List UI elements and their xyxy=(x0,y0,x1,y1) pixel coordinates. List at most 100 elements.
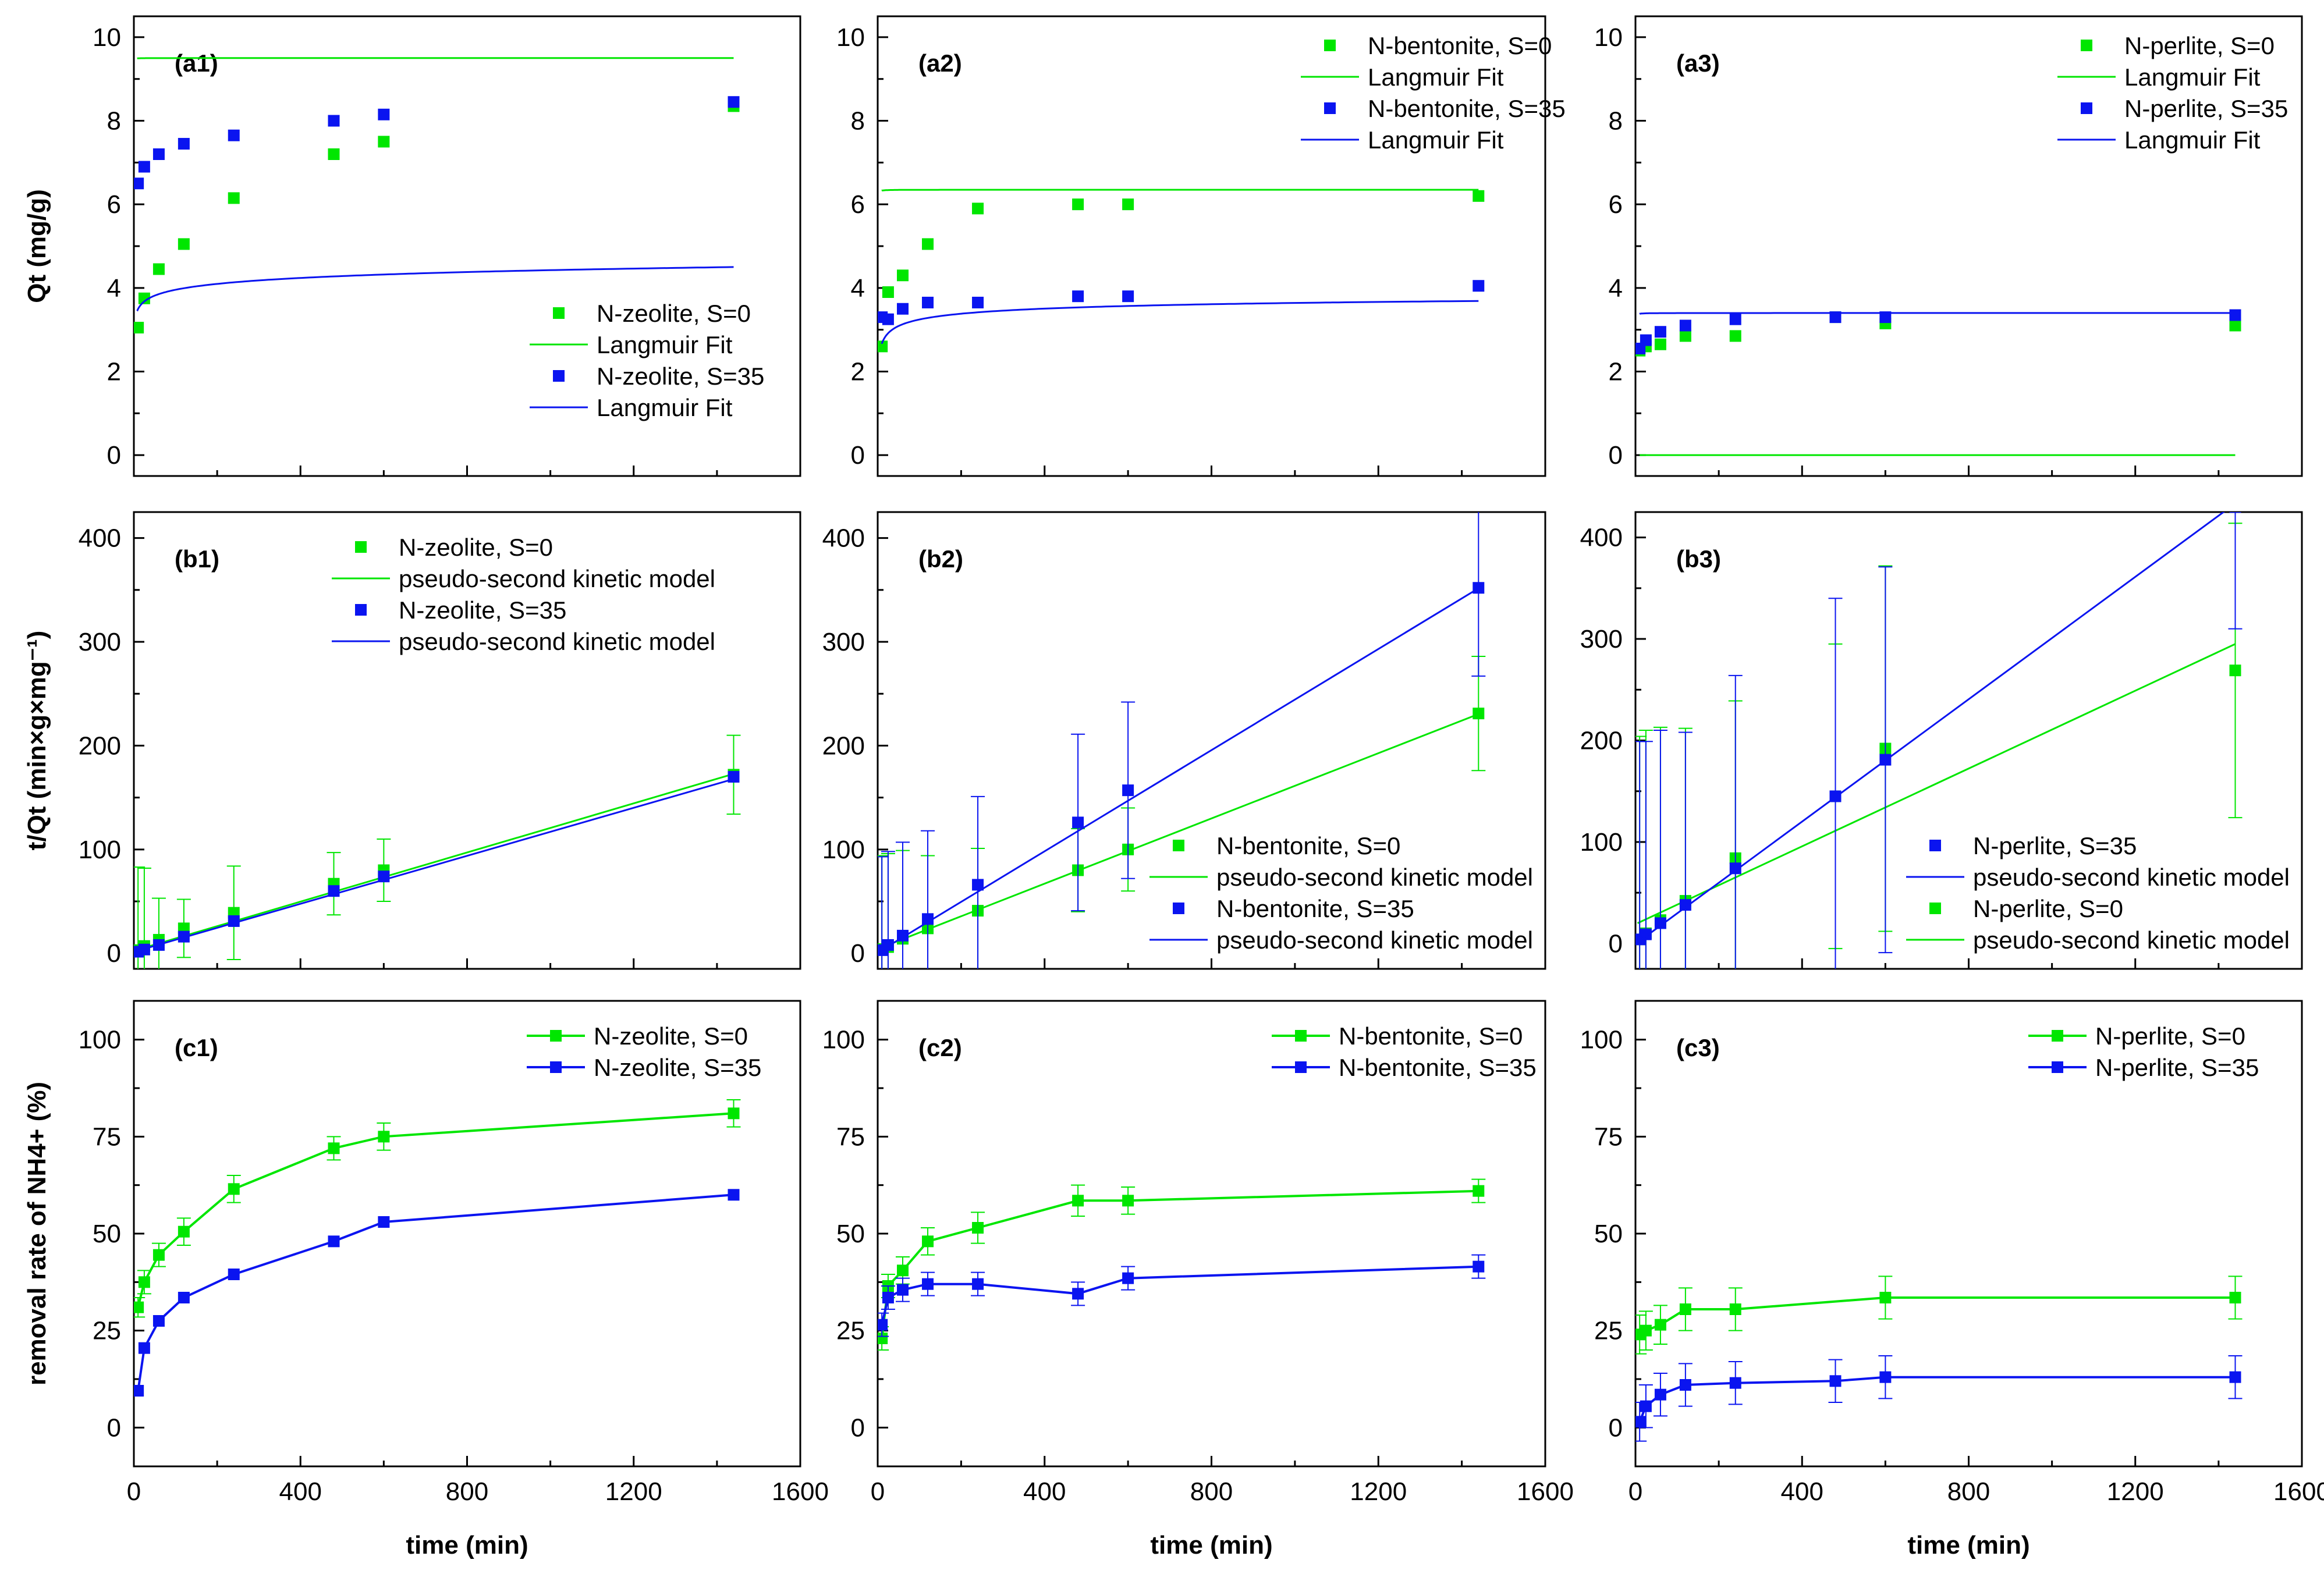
legend-label: N-bentonite, S=35 xyxy=(1339,1054,1537,1081)
series-line-n-zeolite-s-35-blue xyxy=(137,1193,734,1391)
legend: N-zeolite, S=0 Langmuir Fit N-zeolite, S=3… xyxy=(530,300,764,421)
y-tick-label: 200 xyxy=(79,731,121,760)
data-point-n-zeolite-s-0-green xyxy=(378,136,390,148)
y-tick-label: 8 xyxy=(1609,107,1623,136)
x-tick-label: 0 xyxy=(1628,1477,1642,1506)
x-tick-label: 1600 xyxy=(2273,1477,2324,1506)
legend-marker xyxy=(550,1061,562,1073)
model-line-pseudo-second-kinetic-model-green xyxy=(879,711,1484,949)
x-tick-label: 800 xyxy=(1190,1477,1233,1506)
data-point-n-perlite-s-35-blue xyxy=(1640,928,1652,940)
x-tick-label: 1200 xyxy=(2107,1477,2164,1506)
fit-curve-langmuir-fit-green xyxy=(137,57,734,59)
y-tick-label: 0 xyxy=(1609,1413,1623,1442)
panel-label: (b2) xyxy=(918,545,963,573)
data-point-n-perlite-s-35-blue xyxy=(1729,1377,1741,1389)
data-point-n-zeolite-s-0-green xyxy=(178,1225,190,1238)
y-tick-label: 100 xyxy=(79,1026,121,1054)
legend-label: pseudo-second kinetic model xyxy=(1973,864,2290,891)
data-point-n-bentonite-s-0-green xyxy=(1473,190,1485,202)
fit-curve-langmuir-fit-blue xyxy=(1639,312,2236,315)
y-tick-label: 100 xyxy=(822,1026,865,1054)
legend-marker xyxy=(550,1030,562,1042)
legend-label: N-bentonite, S=35 xyxy=(1216,895,1414,922)
y-tick-label: 10 xyxy=(836,23,865,52)
data-point-n-perlite-s-0-green xyxy=(1729,330,1741,342)
data-point-n-zeolite-s-35-blue xyxy=(134,1385,144,1397)
legend-label: pseudo-second kinetic model xyxy=(1216,864,1533,891)
y-tick-label: 300 xyxy=(822,628,865,656)
data-point-n-zeolite-s-35-blue xyxy=(138,1342,150,1354)
plot-data xyxy=(878,189,1485,353)
legend-label: Langmuir Fit xyxy=(2124,126,2261,154)
data-point-n-zeolite-s-0-green xyxy=(152,1249,165,1261)
data-point-n-zeolite-s-35-blue xyxy=(138,161,150,173)
data-point-n-zeolite-s-35-blue xyxy=(228,129,240,141)
x-tick-label: 1200 xyxy=(1350,1477,1407,1506)
legend-label: N-zeolite, S=35 xyxy=(399,596,566,624)
legend-marker xyxy=(355,541,367,553)
data-point-n-bentonite-s-35-blue xyxy=(1473,1260,1485,1273)
legend-marker xyxy=(1324,40,1336,51)
legend: N-zeolite, S=0 pseudo-second kinetic mode… xyxy=(332,534,715,655)
y-tick-label: 75 xyxy=(1594,1122,1623,1151)
data-point-n-zeolite-s-35-blue xyxy=(152,1315,165,1327)
y-tick-label: 8 xyxy=(107,107,121,136)
data-point-n-bentonite-s-35-blue xyxy=(1072,290,1084,303)
series-line-n-bentonite-s-0-green xyxy=(881,1189,1479,1339)
legend-label: Langmuir Fit xyxy=(1368,63,1504,91)
y-tick-label: 4 xyxy=(107,274,121,303)
legend-marker xyxy=(1295,1030,1307,1042)
data-point-n-perlite-s-0-green xyxy=(2229,665,2241,677)
data-point-n-perlite-s-0-green xyxy=(2229,319,2241,332)
data-point-n-bentonite-s-35-blue xyxy=(922,1278,934,1290)
data-point-n-bentonite-s-35-blue xyxy=(1122,290,1134,303)
data-point-n-perlite-s-35-blue xyxy=(1879,311,1892,324)
x-tick-label: 1600 xyxy=(1517,1477,1574,1506)
legend: N-perlite, S=0 Langmuir Fit N-perlite, S=3… xyxy=(2057,32,2288,154)
data-point-n-perlite-s-0-green xyxy=(1654,1319,1666,1331)
y-tick-label: 2 xyxy=(851,357,865,386)
data-point-n-perlite-s-0-green xyxy=(1729,1303,1741,1315)
data-point-n-zeolite-s-0-green xyxy=(138,292,150,304)
y-axis-title: removal rate of NH4+ (%) xyxy=(23,1082,51,1385)
data-point-n-perlite-s-0-green xyxy=(1654,338,1666,350)
data-point-n-zeolite-s-35-blue xyxy=(328,115,340,127)
y-tick-label: 75 xyxy=(836,1122,865,1151)
y-axis-title: Qt (mg/g) xyxy=(23,189,51,303)
fit-curve-langmuir-fit-blue xyxy=(881,300,1479,344)
legend-label: N-zeolite, S=35 xyxy=(594,1054,761,1081)
data-point-n-zeolite-s-35-blue xyxy=(728,1189,740,1201)
data-point-n-bentonite-s-0-green xyxy=(922,1235,934,1248)
legend: N-perlite, S=35 pseudo-second kinetic mod… xyxy=(1906,832,2290,954)
y-tick-label: 4 xyxy=(1609,274,1623,303)
data-point-n-bentonite-s-0-green xyxy=(1122,1195,1134,1207)
data-point-n-zeolite-s-0-green xyxy=(328,148,340,160)
legend-label: N-perlite, S=35 xyxy=(1973,832,2137,859)
x-tick-label: 400 xyxy=(1781,1477,1823,1506)
legend-label: pseudo-second kinetic model xyxy=(1973,926,2290,954)
legend-label: N-perlite, S=0 xyxy=(2095,1022,2245,1050)
y-tick-label: 0 xyxy=(851,939,865,968)
y-tick-label: 100 xyxy=(1580,828,1623,857)
panel-b2: 0 100 200 300 400 (b2) N-bentonite, S=0 pseudo-… xyxy=(822,511,1546,970)
x-tick-label: 1200 xyxy=(605,1477,662,1506)
x-axis-title: time (min) xyxy=(406,1531,528,1559)
y-tick-label: 100 xyxy=(822,836,865,864)
y-tick-label: 0 xyxy=(107,1413,121,1442)
data-point-n-zeolite-s-35-blue xyxy=(728,96,740,108)
data-point-n-bentonite-s-35-blue xyxy=(878,1319,888,1331)
fit-curve-langmuir-fit-blue xyxy=(136,266,734,312)
panel-c1: 0 400 800 1200 1600 0 25 50 75 100 time (min) remov… xyxy=(23,1000,829,1559)
data-point-n-perlite-s-0-green xyxy=(1640,1324,1652,1337)
legend-label: N-zeolite, S=0 xyxy=(597,300,751,327)
legend-marker xyxy=(553,307,565,319)
data-point-n-perlite-s-35-blue xyxy=(1640,1400,1652,1412)
legend-marker xyxy=(1929,840,1941,851)
fit-curve-langmuir-fit-green xyxy=(881,189,1479,191)
data-point-n-zeolite-s-0-green xyxy=(134,322,144,334)
y-tick-label: 0 xyxy=(1609,929,1623,958)
data-point-n-bentonite-s-35-blue xyxy=(1072,1288,1084,1300)
data-point-n-zeolite-s-35-blue xyxy=(328,1235,340,1248)
data-point-n-zeolite-s-35-blue xyxy=(378,108,390,120)
